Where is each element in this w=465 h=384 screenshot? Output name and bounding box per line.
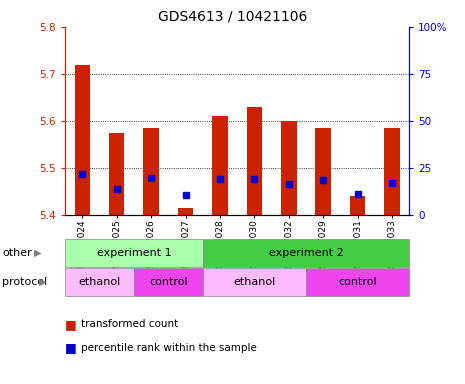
Text: other: other [2, 248, 32, 258]
Bar [246, 107, 262, 215]
Text: ■: ■ [65, 318, 77, 331]
Text: ▶: ▶ [33, 248, 41, 258]
Bar [212, 116, 228, 215]
Bar [384, 128, 400, 215]
Text: ethanol: ethanol [233, 277, 275, 287]
Text: experiment 2: experiment 2 [269, 248, 343, 258]
Text: GDS4613 / 10421106: GDS4613 / 10421106 [158, 10, 307, 23]
Text: experiment 1: experiment 1 [97, 248, 171, 258]
Text: transformed count: transformed count [81, 319, 179, 329]
Text: ■: ■ [65, 341, 77, 354]
Bar [350, 196, 365, 215]
Bar [74, 65, 90, 215]
Bar [315, 128, 331, 215]
Text: percentile rank within the sample: percentile rank within the sample [81, 343, 257, 353]
Text: control: control [338, 277, 377, 287]
Bar [143, 128, 159, 215]
Bar [178, 208, 193, 215]
Text: protocol: protocol [2, 277, 47, 287]
Text: ▶: ▶ [39, 277, 46, 287]
Text: ethanol: ethanol [79, 277, 120, 287]
Bar [281, 121, 297, 215]
Text: control: control [149, 277, 188, 287]
Bar [109, 133, 125, 215]
